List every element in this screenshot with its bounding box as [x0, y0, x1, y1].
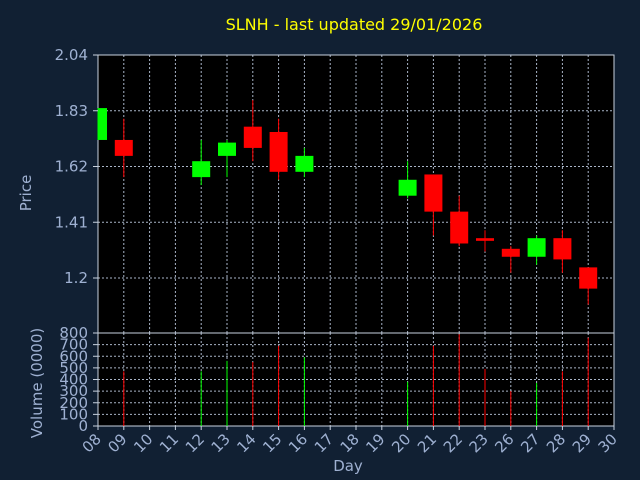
x-tick-label: 14: [233, 430, 259, 456]
x-tick-label: 29: [569, 430, 595, 456]
price-y-tick-label: 2.04: [55, 46, 88, 64]
price-y-axis-label: Price: [17, 175, 35, 212]
candle-body: [476, 238, 494, 241]
x-tick-label: 27: [517, 430, 543, 456]
x-tick-label: 13: [208, 430, 234, 456]
x-tick-label: 30: [595, 430, 621, 456]
candle-body: [192, 161, 211, 178]
x-ticks: 08 09 10 11 12 13 14 15 16 17 18 19 20 21 22 23 26 27 28 29…: [79, 426, 621, 456]
volume-y-tick-label: 600: [59, 347, 88, 365]
x-tick-label: 28: [543, 430, 569, 456]
price-candles: [97, 100, 598, 305]
x-tick-label: 16: [285, 430, 311, 456]
volume-y-tick-label: 300: [59, 382, 88, 400]
x-tick-label: 17: [311, 430, 337, 456]
price-y-tick-label: 1.2: [64, 269, 88, 287]
candle-body: [243, 126, 262, 148]
x-tick-label: 15: [259, 430, 285, 456]
x-tick-label: 26: [491, 430, 517, 456]
candle-body: [218, 142, 236, 156]
volume-y-tick-label: 700: [59, 336, 88, 354]
price-y-tick-label: 1.83: [55, 102, 88, 120]
candle-body: [98, 108, 107, 140]
volume-y-tick-label: 800: [59, 324, 88, 342]
price-y-ticks: 2.04 1.83 1.62 1.41 1.2: [55, 46, 98, 287]
candle-body: [579, 267, 598, 289]
price-y-tick-label: 1.62: [55, 158, 88, 176]
x-tick-label: 23: [466, 430, 492, 456]
chart-title: SLNH - last updated 29/01/2026: [226, 15, 483, 34]
candle-body: [269, 131, 288, 172]
candle-body: [398, 179, 417, 196]
candle-body: [450, 211, 469, 244]
candle-body: [553, 238, 572, 260]
volume-y-tick-label: 200: [59, 394, 88, 412]
volume-bars: [123, 334, 589, 426]
x-tick-label: 22: [440, 430, 466, 456]
x-axis-label: Day: [333, 457, 363, 475]
price-panel: [98, 55, 614, 333]
volume-y-tick-label: 400: [59, 371, 88, 389]
volume-y-axis-label: Volume (0000): [28, 328, 46, 438]
x-tick-label: 21: [414, 430, 440, 456]
x-tick-label: 11: [156, 430, 182, 456]
candle-body: [295, 155, 314, 172]
x-tick-label: 12: [182, 430, 208, 456]
candle-body: [114, 139, 133, 156]
volume-y-tick-label: 0: [78, 417, 88, 435]
x-tick-label: 10: [130, 430, 156, 456]
x-tick-label: 09: [104, 430, 130, 456]
volume-y-tick-label: 500: [59, 359, 88, 377]
x-tick-label: 18: [337, 430, 363, 456]
price-y-tick-label: 1.41: [55, 213, 88, 231]
candle-body: [424, 174, 443, 212]
x-tick-label: 19: [362, 430, 388, 456]
x-tick-label: 20: [388, 430, 414, 456]
volume-y-tick-label: 100: [59, 405, 88, 423]
candle-body: [501, 248, 520, 257]
candle-body: [527, 238, 546, 257]
